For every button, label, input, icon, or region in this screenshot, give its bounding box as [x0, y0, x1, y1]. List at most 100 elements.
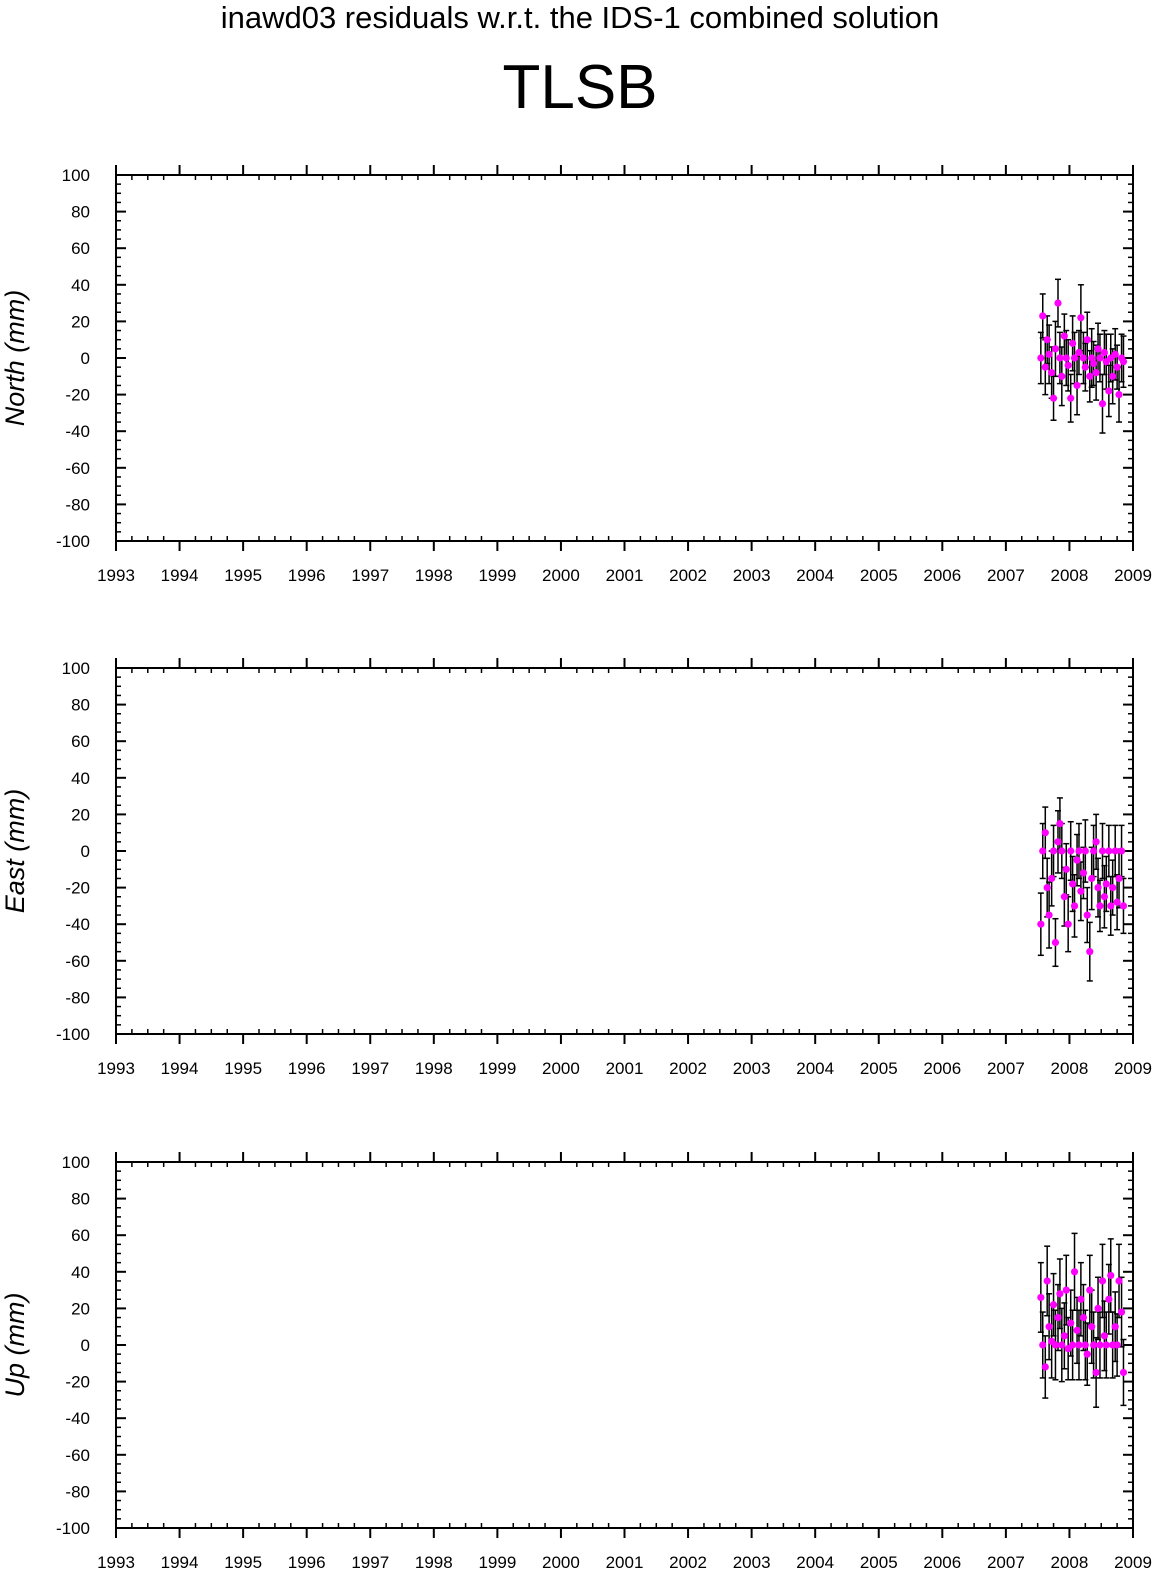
data-point [1096, 354, 1104, 362]
x-tick-label: 2007 [987, 1059, 1025, 1078]
data-point [1073, 856, 1081, 864]
data-point [1079, 1313, 1088, 1322]
x-tick-label: 2009 [1114, 1553, 1152, 1572]
data-point [1070, 1268, 1079, 1276]
data-point [1049, 394, 1058, 402]
data-point [1088, 354, 1096, 362]
data-point [1102, 880, 1110, 888]
data-point [1105, 387, 1113, 395]
x-tick-label: 2000 [542, 1553, 580, 1572]
data-point [1075, 847, 1083, 855]
data-point [1051, 1341, 1060, 1349]
data-point [1088, 1323, 1096, 1331]
data-point [1107, 902, 1115, 910]
x-tick-label: 1999 [478, 566, 516, 585]
data-point [1081, 363, 1089, 371]
plot-frame [115, 1161, 1134, 1529]
data-point [1045, 350, 1053, 358]
x-tick-label: 2008 [1051, 1553, 1089, 1572]
data-point [1100, 348, 1108, 357]
data-point [1070, 354, 1079, 362]
data-point [1117, 1308, 1126, 1316]
x-tick-label: 2006 [923, 1553, 961, 1572]
data-point [1049, 847, 1058, 855]
data-point [1100, 1332, 1108, 1340]
x-tick-label: 1997 [351, 566, 389, 585]
data-point [1056, 354, 1064, 362]
data-point [1045, 911, 1053, 919]
x-tick-label: 2002 [669, 1553, 707, 1572]
data-point [1094, 884, 1102, 892]
y-tick-label: 60 [71, 732, 90, 751]
data-point [1041, 363, 1049, 371]
y-tick-label: 100 [62, 166, 90, 185]
x-tick-label: 1997 [351, 1553, 389, 1572]
data-point [1067, 1319, 1075, 1327]
y-tick-label: -40 [65, 915, 90, 934]
data-point [1077, 314, 1085, 322]
data-point [1081, 1341, 1089, 1349]
y-tick-label: -20 [65, 386, 90, 405]
plot-frame [115, 174, 1134, 542]
data-point [1094, 345, 1102, 353]
x-tick-label: 2009 [1114, 566, 1152, 585]
data-point [1086, 948, 1094, 956]
data-point [1089, 359, 1098, 368]
data-point [1109, 884, 1117, 892]
y-tick-label: -100 [56, 1025, 90, 1044]
data-point [1098, 1277, 1107, 1285]
data-point [1105, 847, 1113, 855]
x-tick-label: 2004 [796, 1059, 834, 1078]
data-point [1058, 372, 1066, 380]
x-tick-label: 1996 [288, 1059, 326, 1078]
data-point [1056, 819, 1064, 828]
data-point [1105, 1295, 1113, 1303]
y-tick-label: 40 [71, 769, 90, 788]
data-point [1096, 902, 1104, 910]
y-tick-label: -20 [65, 879, 90, 898]
x-tick-label: 1998 [415, 1059, 453, 1078]
data-point [1060, 1332, 1068, 1340]
data-point [1096, 1341, 1104, 1349]
x-tick-label: 1996 [288, 566, 326, 585]
x-tick-label: 2002 [669, 566, 707, 585]
data-point [1048, 369, 1056, 377]
data-point [1037, 354, 1045, 362]
x-tick-label: 1994 [161, 1059, 199, 1078]
x-tick-label: 1995 [224, 1059, 262, 1078]
x-tick-label: 1998 [415, 566, 453, 585]
x-tick-label: 1993 [97, 1059, 135, 1078]
data-point [1054, 838, 1062, 846]
data-point [1102, 1341, 1110, 1349]
data-point [1119, 358, 1128, 366]
y-tick-label: 60 [71, 1226, 90, 1245]
data-point [1094, 1304, 1102, 1312]
data-point [1060, 893, 1068, 901]
y-tick-label: 20 [71, 312, 90, 331]
x-tick-label: 2003 [733, 1553, 771, 1572]
data-point [1043, 1277, 1051, 1285]
x-tick-label: 2002 [669, 1059, 707, 1078]
data-point [1067, 394, 1075, 402]
panel-2: -100 -80 -60 -40 -20 0 20 40 60 80 100 1993 1994 1995… [0, 658, 1152, 1078]
x-tick-label: 2003 [733, 1059, 771, 1078]
y-tick-label: 60 [71, 239, 90, 258]
data-point [1069, 880, 1077, 888]
y-tick-label: 80 [71, 696, 90, 715]
x-tick-label: 2001 [606, 566, 644, 585]
data-point [1062, 354, 1070, 362]
data-point [1100, 893, 1108, 901]
y-axis-label: North (mm) [0, 290, 30, 427]
data-point [1109, 372, 1117, 380]
x-tick-label: 2005 [860, 566, 898, 585]
x-tick-label: 2001 [606, 1059, 644, 1078]
x-tick-label: 2001 [606, 1553, 644, 1572]
data-point [1113, 1341, 1121, 1349]
data-point [1064, 920, 1072, 928]
data-point [1081, 847, 1089, 855]
data-point [1092, 838, 1100, 846]
y-tick-label: -40 [65, 1409, 90, 1428]
data-point [1107, 1271, 1115, 1280]
data-point [1119, 1368, 1128, 1377]
